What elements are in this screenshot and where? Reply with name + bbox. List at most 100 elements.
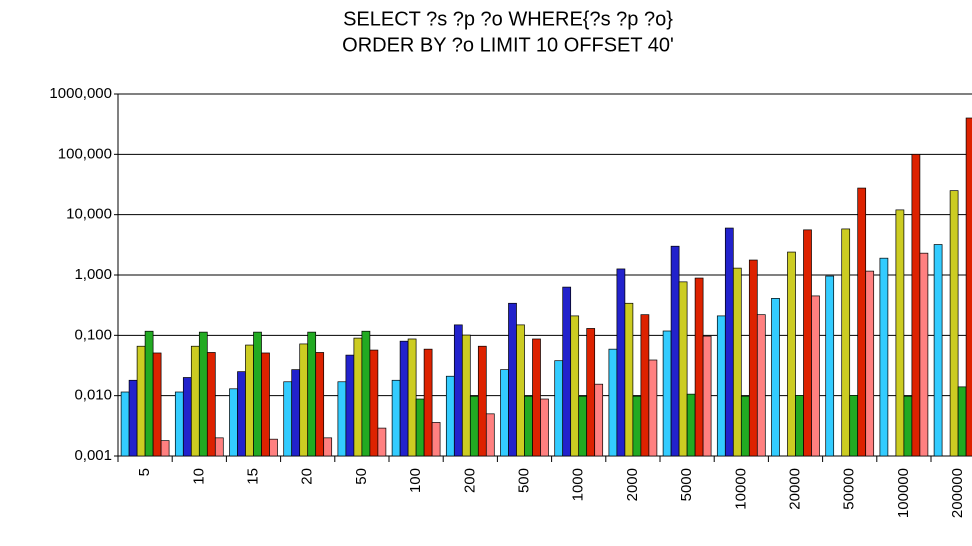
bar: [933, 244, 943, 457]
bar: [586, 328, 596, 457]
bar: [748, 259, 758, 457]
bar: [214, 437, 224, 457]
x-tick-label: 20000: [786, 468, 803, 510]
bar: [120, 391, 130, 457]
x-tick-label: 200000: [949, 468, 966, 518]
bar: [269, 438, 278, 457]
bar: [562, 286, 572, 457]
bar: [911, 153, 921, 457]
bar: [369, 349, 379, 457]
bar: [353, 337, 363, 457]
bar: [895, 209, 905, 457]
bar: [795, 395, 804, 457]
bar: [136, 345, 146, 457]
bar: [686, 393, 696, 457]
bar: [261, 352, 270, 457]
bar: [841, 228, 851, 457]
bar: [616, 268, 626, 457]
bar: [307, 331, 317, 457]
bar: [957, 386, 967, 457]
bar: [461, 334, 471, 457]
bar: [174, 391, 184, 457]
bar: [291, 369, 301, 457]
y-tick-label: 10,000: [66, 206, 112, 223]
bar: [299, 343, 309, 457]
bar: [811, 295, 820, 457]
bar: [648, 359, 658, 457]
bar: [315, 352, 325, 457]
y-tick-label: 100,000: [58, 145, 112, 162]
x-tick-label: 5: [136, 468, 153, 476]
bar: [624, 302, 634, 457]
x-tick-label: 1000: [570, 468, 587, 501]
bar: [540, 398, 549, 457]
x-tick-label: 100: [407, 468, 424, 493]
bar: [198, 331, 208, 457]
bar: [949, 190, 959, 457]
bar: [245, 344, 254, 457]
bar: [423, 348, 433, 457]
bar: [399, 340, 409, 457]
bar: [337, 381, 347, 457]
bar: [965, 117, 972, 457]
bar: [578, 395, 588, 457]
x-tick-label: 50000: [841, 468, 858, 510]
bar: [865, 270, 875, 457]
bar: [323, 437, 333, 457]
bar: [152, 352, 162, 457]
bar: [632, 395, 642, 457]
y-tick-label: 1,000: [74, 266, 112, 283]
x-tick-label: 100000: [895, 468, 912, 518]
bar: [570, 315, 580, 457]
bar: [160, 440, 170, 457]
bar: [608, 348, 618, 457]
bar: [508, 302, 517, 457]
y-tick-label: 0,010: [74, 387, 112, 404]
bar: [477, 345, 487, 457]
y-tick-label: 0,100: [74, 326, 112, 343]
bar: [554, 360, 564, 457]
bar: [431, 422, 441, 457]
bar: [702, 335, 712, 457]
bar: [144, 330, 154, 457]
x-tick-label: 500: [515, 468, 532, 493]
bar: [803, 229, 812, 457]
bar: [253, 331, 262, 457]
x-tick-label: 20: [299, 468, 316, 485]
bar: [740, 395, 750, 457]
x-tick-label: 5000: [678, 468, 695, 501]
chart-subtitle: ORDER BY ?o LIMIT 10 OFFSET 40': [342, 34, 674, 56]
bar: [229, 388, 238, 457]
bar: [453, 324, 463, 457]
bar: [857, 187, 867, 457]
bar: [524, 395, 533, 457]
bar: [919, 252, 929, 457]
bar: [879, 257, 889, 457]
x-tick-label: 200: [461, 468, 478, 493]
x-tick-label: 2000: [624, 468, 641, 501]
bar: [182, 377, 192, 457]
chart-title: SELECT ?s ?p ?o WHERE{?s ?p ?o}: [343, 8, 673, 30]
bar: [407, 338, 417, 457]
bar: [678, 281, 688, 457]
bar: [361, 330, 371, 457]
bar: [716, 315, 726, 457]
bar: [206, 352, 216, 457]
y-tick-label: 0,001: [74, 447, 112, 464]
bar: [849, 395, 859, 457]
bar: [500, 369, 509, 457]
bar: [345, 354, 355, 457]
bar: [756, 314, 766, 457]
bar: [485, 413, 495, 457]
x-tick-label: 10: [190, 468, 207, 485]
x-tick-label: 10000: [732, 468, 749, 510]
bar: [640, 314, 650, 457]
bar: [724, 227, 734, 457]
bar: [128, 379, 138, 457]
bar: [415, 398, 425, 457]
bar: [670, 245, 680, 457]
bar: [445, 375, 455, 457]
bar: [469, 395, 479, 457]
bar: [377, 427, 387, 457]
